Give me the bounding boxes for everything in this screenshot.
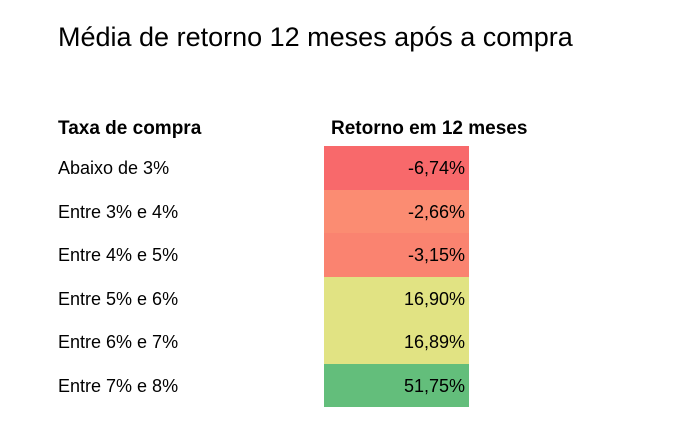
value-label: -2,66% (407, 201, 465, 222)
row-label: Abaixo de 3% (58, 158, 170, 178)
header-taxa-de-compra: Taxa de compra (58, 118, 202, 139)
value-cell: 16,90% (324, 276, 469, 320)
value-label: -3,15% (407, 245, 465, 265)
value-label: 16,89% (403, 332, 465, 352)
value-label: 16,90% (403, 288, 465, 309)
table-row: Entre 4% e 5% -3,15% (56, 233, 616, 277)
value-cell: -6,74% (324, 146, 469, 190)
row-label: Entre 6% e 7% (58, 332, 179, 352)
value-label: 51,75% (403, 375, 465, 396)
row-label: Entre 5% e 6% (58, 288, 179, 309)
returns-table: Taxa de compra Retorno em 12 meses Abaix… (56, 113, 616, 407)
row-label: Entre 3% e 4% (58, 201, 179, 222)
row-label: Entre 4% e 5% (58, 245, 179, 265)
value-cell: -2,66% (324, 189, 469, 233)
table-row: Entre 7% e 8% 51,75% (56, 363, 616, 407)
table-row: Entre 5% e 6% 16,90% (56, 276, 616, 320)
row-label: Entre 7% e 8% (58, 375, 179, 396)
value-cell: 16,89% (324, 320, 469, 364)
table-header: Taxa de compra Retorno em 12 meses (56, 113, 616, 146)
value-cell: -3,15% (324, 233, 469, 277)
value-cell: 51,75% (324, 363, 469, 407)
table-row: Entre 3% e 4% -2,66% (56, 189, 616, 233)
header-retorno-12-meses: Retorno em 12 meses (331, 118, 528, 139)
table-row: Entre 6% e 7% 16,89% (56, 320, 616, 364)
chart-title: Média de retorno 12 meses após a compra (58, 22, 573, 52)
value-label: -6,74% (407, 158, 465, 178)
table-row: Abaixo de 3% -6,74% (56, 146, 616, 190)
